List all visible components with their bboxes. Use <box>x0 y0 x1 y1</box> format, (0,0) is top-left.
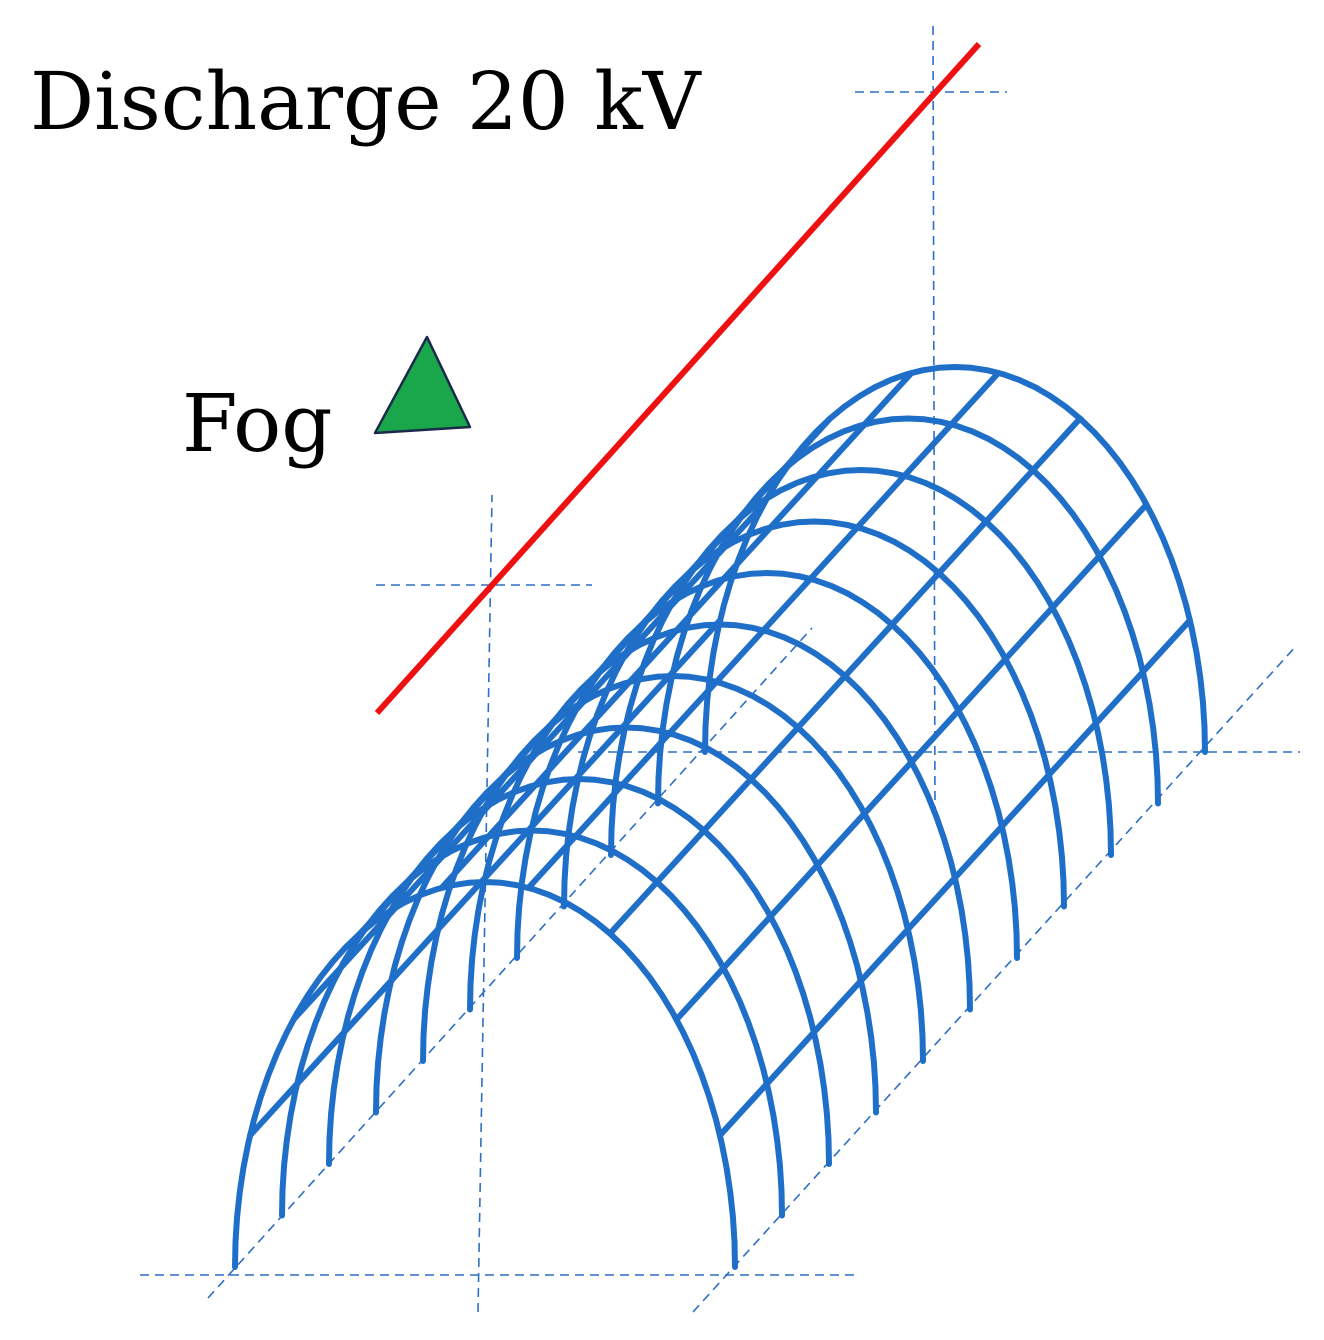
discharge-voltage-label: Discharge 20 kV <box>30 55 701 148</box>
construction-guide-lines <box>140 24 1300 1313</box>
fog-marker-triangle-icon <box>373 335 472 435</box>
tunnel-arch <box>702 364 1208 755</box>
tunnel-arch <box>420 673 926 1064</box>
greenhouse-tunnel-frame <box>232 364 1208 1270</box>
fog-label: Fog <box>182 377 333 470</box>
discharge-wire <box>374 41 982 716</box>
tunnel-arch <box>514 570 1020 961</box>
tunnel-arch <box>373 724 879 1116</box>
discharge-wire-group <box>374 41 982 716</box>
tunnel-arch <box>467 621 973 1013</box>
vertical-guide-front <box>477 494 493 1313</box>
fog-marker-group <box>373 335 472 435</box>
tunnel-arch <box>561 518 1067 910</box>
tunnel-arch <box>279 827 785 1219</box>
tunnel-arch <box>608 467 1114 858</box>
tunnel-arch <box>655 415 1161 807</box>
base-guide-left <box>207 627 813 1299</box>
tunnel-arch <box>326 776 832 1167</box>
tunnel-arch <box>232 879 738 1270</box>
